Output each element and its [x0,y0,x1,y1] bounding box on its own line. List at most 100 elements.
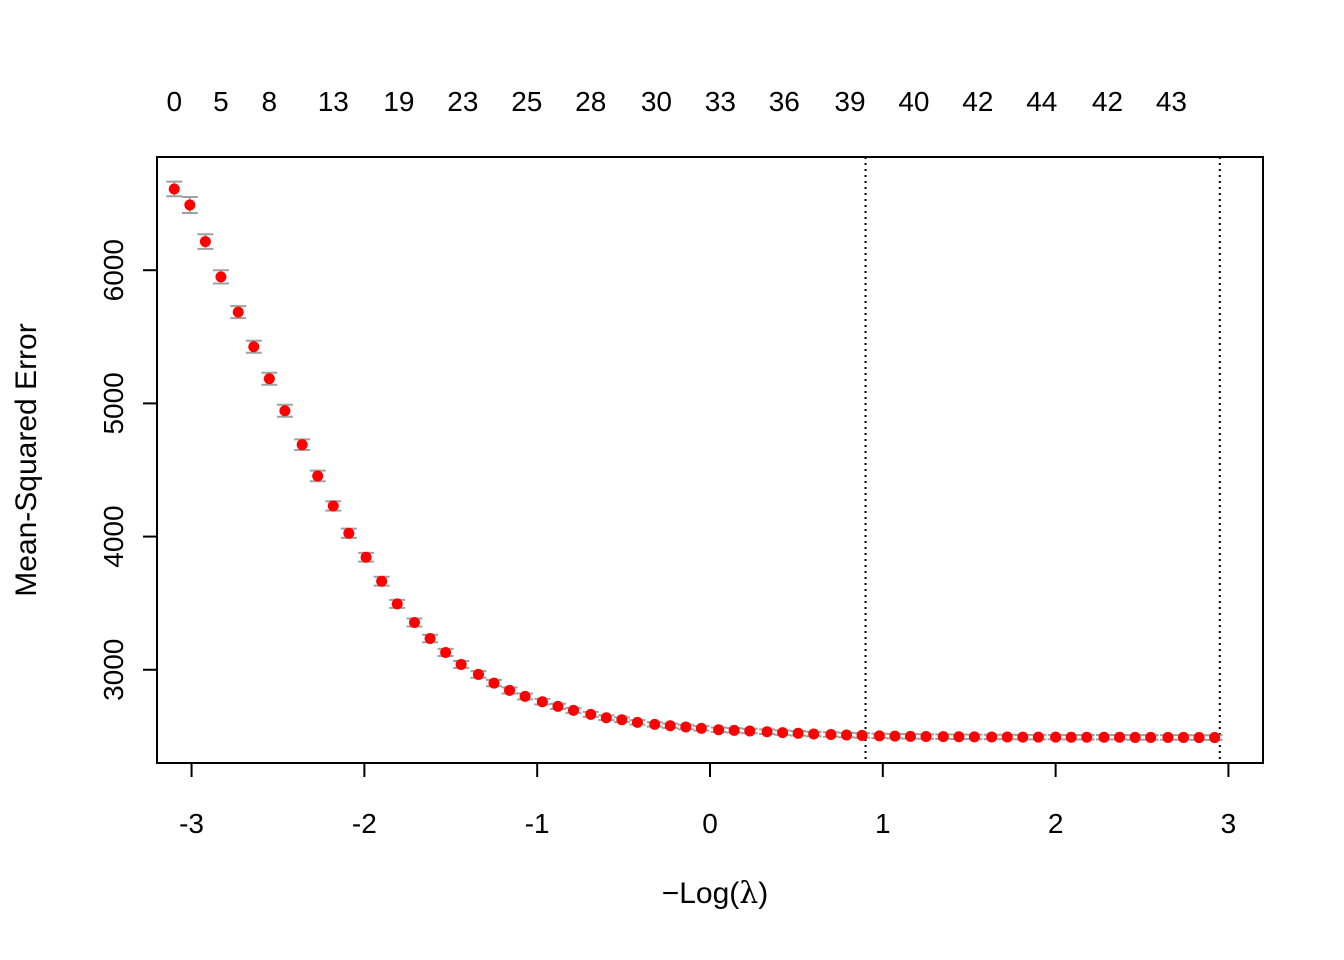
vline-layer [864,157,1221,763]
data-point [726,724,743,736]
mse-point [649,718,661,730]
mse-point [1032,731,1044,743]
mse-point [168,183,180,195]
plot-frame [156,156,1264,764]
mse-point [536,696,548,708]
data-point [950,731,967,743]
data-point [1159,731,1176,743]
data-point [517,690,534,702]
mse-point [391,598,403,610]
x-tick-label: -3 [179,808,204,839]
mse-point [1209,732,1221,744]
data-point [534,696,551,708]
x-axis-title-main: Log( [679,877,739,910]
mse-point [360,551,372,563]
data-point [1127,731,1144,743]
data-point [166,180,183,198]
data-point [693,722,710,734]
top-tick-label: 42 [1092,86,1123,117]
data-point [453,658,470,670]
mse-point [792,727,804,739]
mse-point [199,236,211,248]
data-point [1096,731,1113,743]
data-point [822,728,839,740]
data-point [212,269,229,285]
top-tick-label: 36 [769,86,800,117]
mse-point [600,712,612,724]
data-point [197,233,214,250]
data-point [886,730,903,742]
mse-point [953,731,965,743]
mse-point [616,714,628,726]
points-layer [166,180,1223,744]
data-point [629,716,646,728]
data-point [983,731,1000,743]
top-axis-nonzero-counts: 0 5 8 13 19 23 25 28 30 33 36 39 40 42 44 42 43 [166,86,1186,117]
x-axis-title-suffix: ) [758,877,768,910]
mse-point [1001,731,1013,743]
mse-point [904,730,916,742]
top-tick-label: 19 [383,86,414,117]
mse-point [408,616,420,628]
data-point [230,305,247,320]
top-tick-label: 40 [898,86,929,117]
data-point [1111,731,1128,743]
mse-point [825,728,837,740]
data-point [838,729,855,741]
x-axis-title-prefix: − [662,877,680,910]
data-point [340,527,357,539]
data-point [741,725,758,737]
data-point [999,731,1016,743]
x-axis: -3 -2 -1 0 1 2 3 [179,762,1237,839]
x-tick-label: 0 [702,808,718,839]
data-point [485,677,502,689]
mse-point [873,730,885,742]
data-point [1030,731,1047,743]
data-point [1014,731,1031,743]
y-tick-label: 3000 [98,639,129,701]
data-point [966,731,983,743]
mse-point [728,724,740,736]
data-point [1191,732,1208,744]
top-tick-label: 23 [447,86,478,117]
top-tick-label: 44 [1026,86,1057,117]
top-tick-label: 13 [318,86,349,117]
mse-point [1129,731,1141,743]
mse-point [215,271,227,283]
data-point [261,371,278,386]
data-point [470,668,487,680]
x-tick-label: 1 [875,808,891,839]
mse-point [1114,731,1126,743]
lambda-symbol: λ [739,876,758,911]
mse-point [968,731,980,743]
data-point [294,438,311,452]
data-point [774,727,791,739]
data-point [759,726,776,738]
mse-point [631,716,643,728]
top-tick-label: 43 [1156,86,1187,117]
x-tick-label: 3 [1221,808,1237,839]
mse-point [1162,731,1174,743]
mse-point [1193,732,1205,744]
data-point [613,714,630,726]
data-point [389,598,406,610]
mse-point [296,439,308,451]
mse-point [248,341,260,353]
data-point [373,575,390,587]
data-point [1063,731,1080,743]
mse-point [312,470,324,482]
top-tick-label: 42 [962,86,993,117]
data-point [549,700,566,712]
mse-point [777,727,789,739]
mse-point [761,726,773,738]
data-point [677,721,694,733]
mse-point [424,632,436,644]
y-tick-label: 5000 [98,372,129,434]
mse-point [1050,731,1062,743]
x-tick-label: -1 [525,808,550,839]
mse-point [664,720,676,732]
data-point [276,403,293,418]
mse-point [585,708,597,720]
mse-point [1065,731,1077,743]
